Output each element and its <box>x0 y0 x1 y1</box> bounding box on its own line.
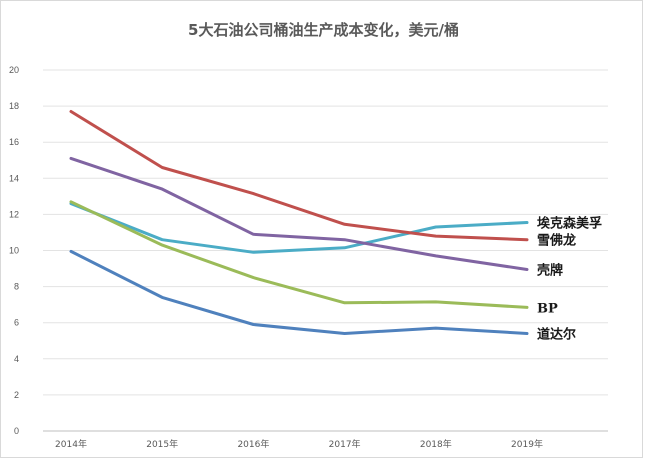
y-tick-label: 8 <box>14 282 19 292</box>
series-label: 壳牌 <box>536 262 563 278</box>
series-line <box>69 156 529 271</box>
y-tick-label: 4 <box>14 354 19 364</box>
y-tick-label: 18 <box>9 101 19 111</box>
x-tick-label: 2017年 <box>329 438 361 450</box>
x-tick-label: 2018年 <box>420 438 452 450</box>
y-tick-label: 16 <box>9 137 19 147</box>
gridlines <box>43 69 608 432</box>
y-tick-label: 20 <box>9 65 19 75</box>
x-tick-label: 2016年 <box>237 438 269 450</box>
y-tick-label: 10 <box>9 246 19 256</box>
series-line <box>69 200 529 309</box>
x-tick-label: 2019年 <box>511 438 543 450</box>
x-axis-ticks: 2014年 2015年 2016年 2017年 2018年 2019年 <box>55 438 543 450</box>
x-tick-label: 2015年 <box>146 438 178 450</box>
series-lines <box>69 110 529 335</box>
x-tick-label: 2014年 <box>55 438 87 450</box>
series-line <box>69 249 529 335</box>
series-line <box>69 202 529 254</box>
series-label: 道达尔 <box>537 327 576 343</box>
y-tick-label: 14 <box>9 173 19 183</box>
y-tick-label: 12 <box>9 209 19 219</box>
y-axis-ticks: 0 2 4 6 8 10 12 14 16 18 20 <box>9 65 19 436</box>
chart-title: 5大石油公司桶油生产成本变化，美元/桶 <box>188 21 459 39</box>
y-tick-label: 0 <box>14 426 19 436</box>
y-tick-label: 6 <box>14 318 19 328</box>
y-tick-label: 2 <box>14 390 19 400</box>
series-line <box>69 110 529 242</box>
series-label: 埃克森美孚 <box>537 216 602 232</box>
series-label: 雪佛龙 <box>537 233 576 249</box>
series-label: BP <box>537 301 558 316</box>
